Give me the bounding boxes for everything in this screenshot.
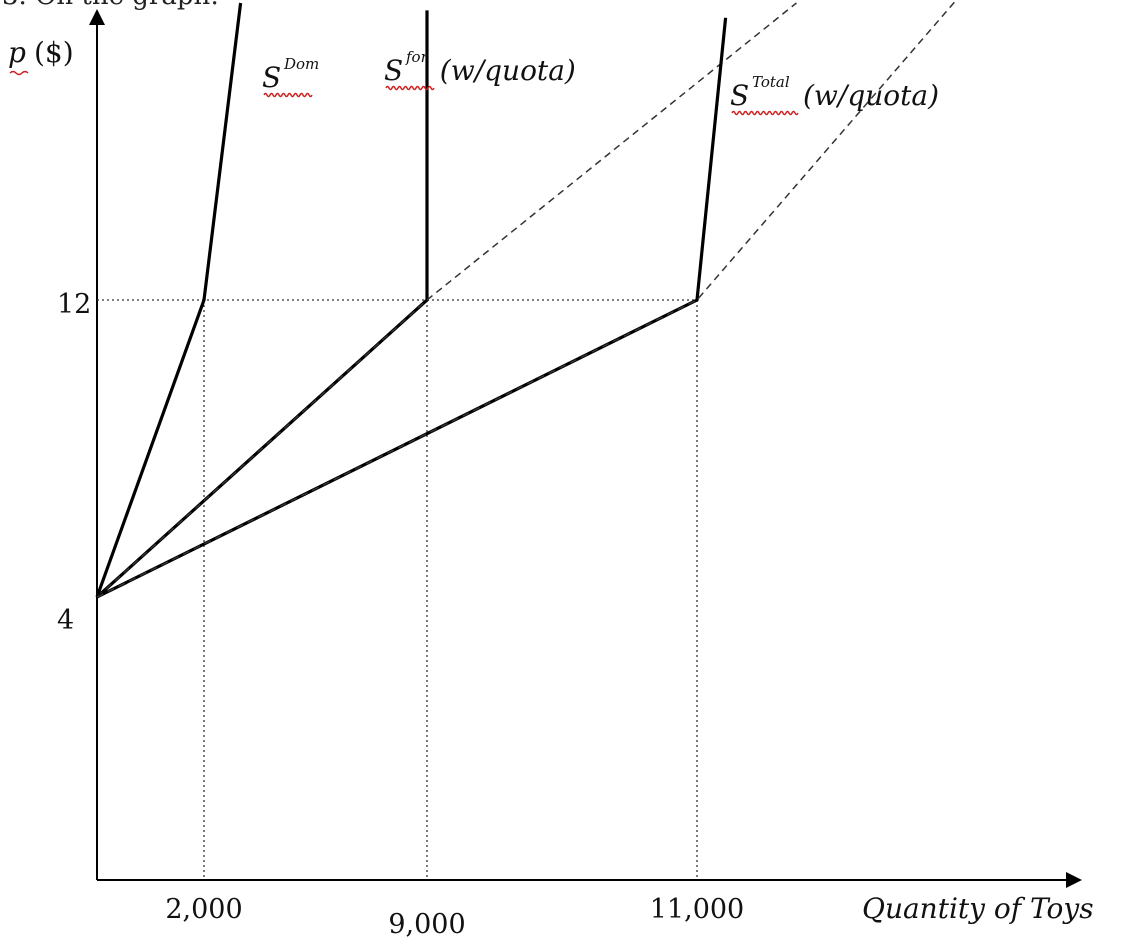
reference-lines bbox=[97, 299, 698, 880]
curve-s-for-w-quota bbox=[95, 10, 429, 599]
curve-label-total: S Total (w/quota) bbox=[730, 73, 939, 116]
curve-s-total-w-quota bbox=[96, 17, 728, 599]
y-axis-label: p ($) bbox=[8, 36, 74, 76]
x-tick-labels: 2,000 9,000 11,000 bbox=[165, 894, 744, 940]
curve-label-superscript: for bbox=[405, 48, 429, 66]
curve-label-suffix: (w/quota) bbox=[803, 79, 939, 112]
x-tick-label-9000: 9,000 bbox=[388, 909, 465, 940]
axes bbox=[89, 9, 1082, 888]
curve-label-suffix: (w/quota) bbox=[440, 54, 576, 87]
question-heading: 3. On the graph: bbox=[2, 0, 219, 11]
spellcheck-squiggle bbox=[385, 85, 435, 91]
y-tick-label-12: 12 bbox=[57, 289, 91, 320]
curve-s-for-no-quota bbox=[96, 2, 797, 598]
curve-label-superscript: Total bbox=[752, 73, 790, 91]
y-tick-labels: 12 4 bbox=[57, 289, 91, 636]
curve-label-base: S bbox=[730, 79, 749, 112]
y-tick-label-4: 4 bbox=[57, 605, 74, 636]
spellcheck-squiggle bbox=[9, 70, 29, 76]
curve-s-dom bbox=[95, 2, 243, 598]
curve-label-base: S bbox=[262, 61, 281, 94]
curve-label-base: S bbox=[384, 54, 403, 87]
curve-label-superscript: Dom bbox=[283, 55, 319, 73]
supply-curves bbox=[95, 0, 958, 599]
x-tick-label-11000: 11,000 bbox=[650, 894, 744, 925]
x-axis-arrow-icon bbox=[1066, 872, 1082, 888]
y-axis-symbol: p bbox=[8, 36, 26, 69]
y-axis-unit: ($) bbox=[34, 36, 74, 69]
spellcheck-squiggle bbox=[731, 110, 799, 116]
y-axis-arrow-icon bbox=[89, 9, 105, 25]
spellcheck-squiggle bbox=[263, 92, 313, 98]
curve-label-dom: S Dom bbox=[262, 55, 319, 98]
x-tick-label-2000: 2,000 bbox=[165, 894, 242, 925]
x-axis-label: Quantity of Toys bbox=[862, 892, 1094, 925]
